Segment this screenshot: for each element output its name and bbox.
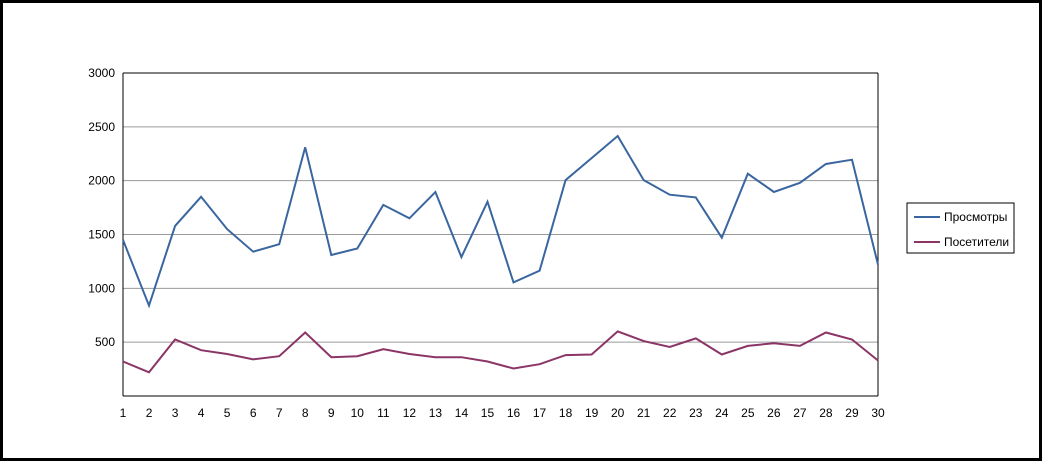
x-tick-label: 16 xyxy=(507,406,521,420)
x-tick-label: 25 xyxy=(741,406,755,420)
x-tick-label: 9 xyxy=(328,406,335,420)
x-tick-label: 20 xyxy=(611,406,625,420)
y-tick-label: 1000 xyxy=(88,281,115,295)
series-line-1 xyxy=(122,330,879,374)
x-tick-label: 13 xyxy=(429,406,443,420)
x-tick-label: 23 xyxy=(689,406,703,420)
y-tick-labels: 500 1000 1500 2000 2500 3000 xyxy=(88,66,115,349)
x-tick-label: 7 xyxy=(276,406,283,420)
series-line-0 xyxy=(122,134,879,309)
x-tick-label: 18 xyxy=(559,406,573,420)
axes xyxy=(122,72,879,397)
y-tick-label: 500 xyxy=(95,335,115,349)
grid-lines xyxy=(123,72,878,343)
x-tick-label: 21 xyxy=(637,406,651,420)
x-tick-label: 17 xyxy=(533,406,547,420)
x-tick-label: 12 xyxy=(403,406,417,420)
y-tick-label: 1500 xyxy=(88,228,115,242)
x-tick-label: 2 xyxy=(146,406,153,420)
legend: Просмотры Посетители xyxy=(906,202,1015,254)
series-lines xyxy=(122,134,879,374)
x-tick-label: 11 xyxy=(377,406,390,420)
x-tick-label: 26 xyxy=(767,406,781,420)
y-tick-label: 2000 xyxy=(88,174,115,188)
x-tick-label: 19 xyxy=(585,406,599,420)
x-tick-label: 5 xyxy=(224,406,231,420)
y-tick-label: 2500 xyxy=(88,120,115,134)
legend-label-views: Просмотры xyxy=(944,210,1007,224)
x-tick-label: 27 xyxy=(793,406,807,420)
x-tick-label: 15 xyxy=(481,406,495,420)
x-tick-label: 1 xyxy=(120,406,127,420)
x-tick-label: 24 xyxy=(715,406,729,420)
x-tick-label: 6 xyxy=(250,406,257,420)
x-tick-label: 14 xyxy=(455,406,469,420)
legend-box xyxy=(906,202,1015,254)
legend-label-visitors: Посетители xyxy=(944,235,1009,249)
x-tick-label: 29 xyxy=(845,406,859,420)
x-tick-label: 4 xyxy=(198,406,205,420)
x-tick-label: 10 xyxy=(351,406,365,420)
x-tick-label: 30 xyxy=(871,406,885,420)
x-tick-label: 22 xyxy=(663,406,677,420)
x-tick-label: 8 xyxy=(302,406,309,420)
x-tick-labels: 1 2 3 4 5 6 7 8 9 10 11 12 13 14 15 16 17 18 19 20 21 22 23 24 2… xyxy=(120,406,885,420)
y-tick-label: 3000 xyxy=(88,66,115,80)
x-tick-label: 28 xyxy=(819,406,833,420)
x-tick-label: 3 xyxy=(172,406,179,420)
